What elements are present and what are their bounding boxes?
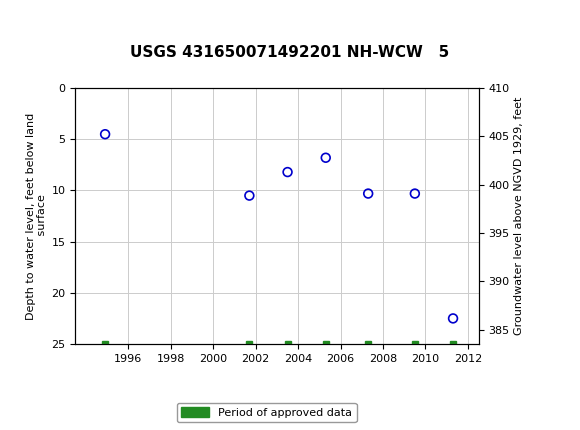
Point bbox=[321, 154, 331, 161]
Point bbox=[364, 190, 373, 197]
Y-axis label: Groundwater level above NGVD 1929, feet: Groundwater level above NGVD 1929, feet bbox=[513, 97, 524, 335]
Point bbox=[448, 315, 458, 322]
Y-axis label: Depth to water level, feet below land
 surface: Depth to water level, feet below land su… bbox=[26, 113, 48, 319]
Text: ≡USGS: ≡USGS bbox=[14, 13, 60, 28]
Point bbox=[283, 169, 292, 175]
Point bbox=[410, 190, 419, 197]
Point bbox=[245, 192, 254, 199]
Point bbox=[100, 131, 110, 138]
Legend: Period of approved data: Period of approved data bbox=[177, 402, 357, 422]
Text: USGS 431650071492201 NH-WCW   5: USGS 431650071492201 NH-WCW 5 bbox=[130, 45, 450, 60]
